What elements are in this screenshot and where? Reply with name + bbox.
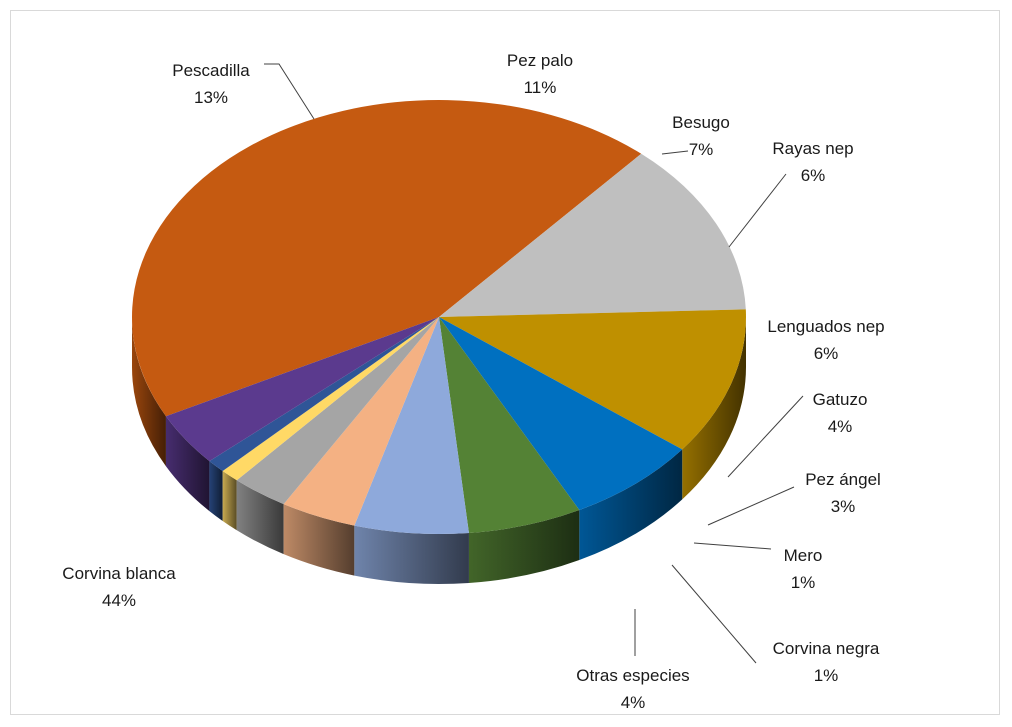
leader-line-mero (693, 542, 772, 550)
leader-line-rayas-nep (728, 173, 787, 248)
slice-lenguados-nep (354, 317, 469, 534)
data-label-otras-especies: Otras especies (576, 666, 689, 685)
data-label-pct-lenguados-nep: 6% (814, 344, 839, 363)
slice-pez-angel (236, 317, 439, 505)
data-label-corvina-blanca: Corvina blanca (62, 564, 176, 583)
data-label-besugo: Besugo (672, 113, 730, 132)
slice-mero (222, 317, 439, 481)
data-label-pct-corvina-negra: 1% (814, 666, 839, 685)
data-label-mero: Mero (784, 546, 823, 565)
slice-side-pez-angel (236, 480, 284, 555)
slice-rayas-nep (439, 317, 580, 533)
slice-corvina-negra (209, 317, 439, 471)
data-label-pct-gatuzo: 4% (828, 417, 853, 436)
data-label-pct-rayas-nep: 6% (801, 166, 826, 185)
chart-area: Corvina blanca 44% Pescadilla 13% Pez palo 11… (10, 10, 1000, 715)
leader-line-corvina-negra (671, 564, 757, 664)
data-label-pct-pez-angel: 3% (831, 497, 856, 516)
slice-side-pez-palo (682, 317, 746, 500)
slice-pescadilla (439, 153, 746, 317)
slice-side-corvina-negra (209, 461, 223, 521)
data-label-rayas-nep: Rayas nep (772, 139, 853, 158)
leader-line-pescadilla (264, 63, 315, 120)
slice-side-besugo (579, 449, 683, 561)
slice-pez-palo (439, 309, 746, 450)
slice-gatuzo (283, 317, 439, 526)
slice-corvina-blanca (132, 100, 642, 417)
slice-side-lenguados-nep (354, 525, 469, 584)
data-label-pez-angel: Pez ángel (805, 470, 881, 489)
data-label-pez-palo: Pez palo (507, 51, 573, 70)
data-label-pescadilla: Pescadilla (172, 61, 250, 80)
slice-side-rayas-nep (468, 510, 580, 583)
slice-side-gatuzo (283, 504, 355, 576)
data-label-pct-besugo: 7% (689, 140, 714, 159)
data-label-pct-otras-especies: 4% (621, 693, 646, 712)
data-label-lenguados-nep: Lenguados nep (767, 317, 884, 336)
slice-side-otras-especies (165, 416, 210, 512)
slice-side-corvina-blanca (132, 317, 166, 467)
data-label-corvina-negra: Corvina negra (773, 639, 880, 658)
data-label-pct-corvina-blanca: 44% (102, 591, 136, 610)
leader-line-besugo (661, 150, 689, 155)
data-label-gatuzo: Gatuzo (813, 390, 868, 409)
slice-otras-especies (165, 317, 440, 462)
slice-side-mero (222, 470, 237, 531)
leader-line-gatuzo (727, 395, 804, 478)
slice-besugo (439, 317, 683, 511)
data-label-pct-mero: 1% (791, 573, 816, 592)
data-label-pct-pescadilla: 13% (194, 88, 228, 107)
leader-line-pez-angel (707, 486, 795, 526)
pie-chart: Corvina blanca 44% Pescadilla 13% Pez palo 11… (62, 51, 884, 712)
data-label-pct-pez-palo: 11% (524, 78, 557, 97)
